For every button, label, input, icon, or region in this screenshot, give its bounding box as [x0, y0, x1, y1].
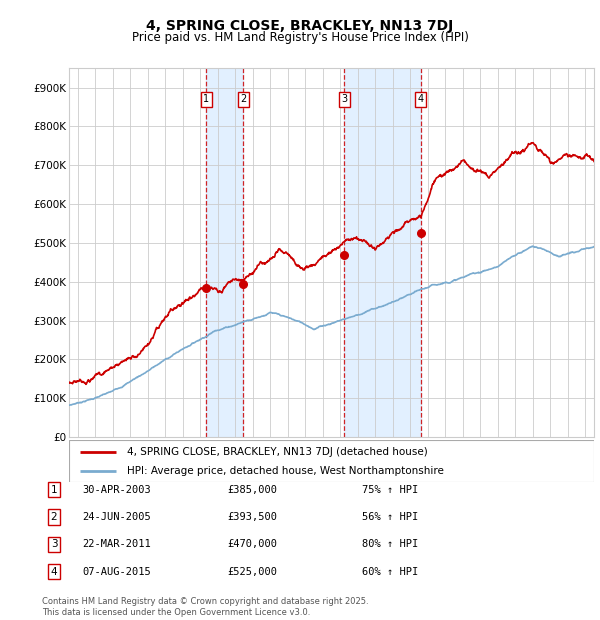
Text: 4: 4 — [418, 94, 424, 104]
Text: 22-MAR-2011: 22-MAR-2011 — [83, 539, 151, 549]
Text: HPI: Average price, detached house, West Northamptonshire: HPI: Average price, detached house, West… — [127, 466, 443, 476]
Text: £393,500: £393,500 — [227, 512, 277, 522]
Bar — [206, 68, 244, 437]
Text: Contains HM Land Registry data © Crown copyright and database right 2025.
This d: Contains HM Land Registry data © Crown c… — [42, 598, 368, 617]
Text: 4: 4 — [50, 567, 58, 577]
Text: £525,000: £525,000 — [227, 567, 277, 577]
Text: 4, SPRING CLOSE, BRACKLEY, NN13 7DJ (detached house): 4, SPRING CLOSE, BRACKLEY, NN13 7DJ (det… — [127, 446, 427, 456]
Text: 75% ↑ HPI: 75% ↑ HPI — [362, 485, 418, 495]
Text: Price paid vs. HM Land Registry's House Price Index (HPI): Price paid vs. HM Land Registry's House … — [131, 31, 469, 43]
Text: 1: 1 — [203, 94, 209, 104]
Text: 2: 2 — [241, 94, 247, 104]
Text: 56% ↑ HPI: 56% ↑ HPI — [362, 512, 418, 522]
Text: 2: 2 — [50, 512, 58, 522]
Text: 4, SPRING CLOSE, BRACKLEY, NN13 7DJ: 4, SPRING CLOSE, BRACKLEY, NN13 7DJ — [146, 19, 454, 33]
Text: 07-AUG-2015: 07-AUG-2015 — [83, 567, 151, 577]
Text: 60% ↑ HPI: 60% ↑ HPI — [362, 567, 418, 577]
Text: 80% ↑ HPI: 80% ↑ HPI — [362, 539, 418, 549]
Text: 1: 1 — [50, 485, 58, 495]
Text: 30-APR-2003: 30-APR-2003 — [83, 485, 151, 495]
Bar — [344, 68, 421, 437]
Text: 24-JUN-2005: 24-JUN-2005 — [83, 512, 151, 522]
Text: £470,000: £470,000 — [227, 539, 277, 549]
Text: £385,000: £385,000 — [227, 485, 277, 495]
Text: 3: 3 — [341, 94, 347, 104]
Text: 3: 3 — [50, 539, 58, 549]
